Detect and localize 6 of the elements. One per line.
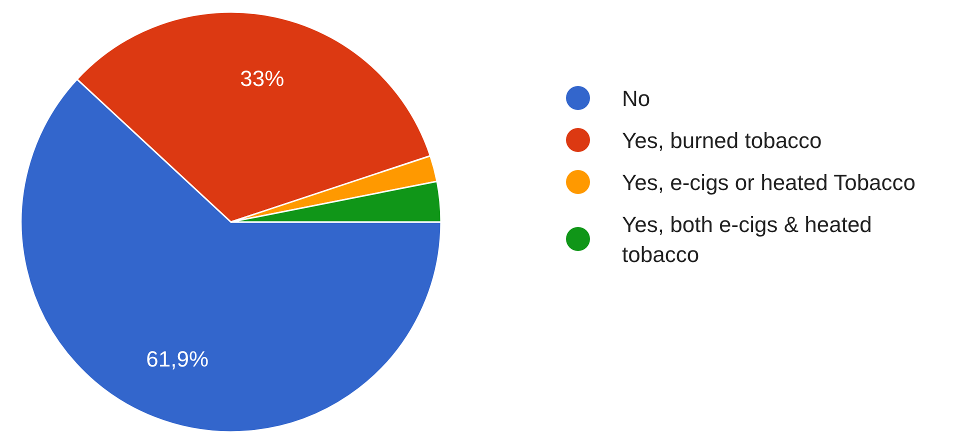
data-label: 61,9% [146, 346, 209, 372]
legend-label: Yes, both e-cigs & heated tobacco [622, 212, 872, 266]
legend-label: No [622, 86, 650, 110]
data-label: 33% [240, 66, 284, 91]
legend-label: Yes, e-cigs or heated Tobacco [622, 170, 916, 194]
legend-label: Yes, burned tobacco [622, 128, 822, 152]
